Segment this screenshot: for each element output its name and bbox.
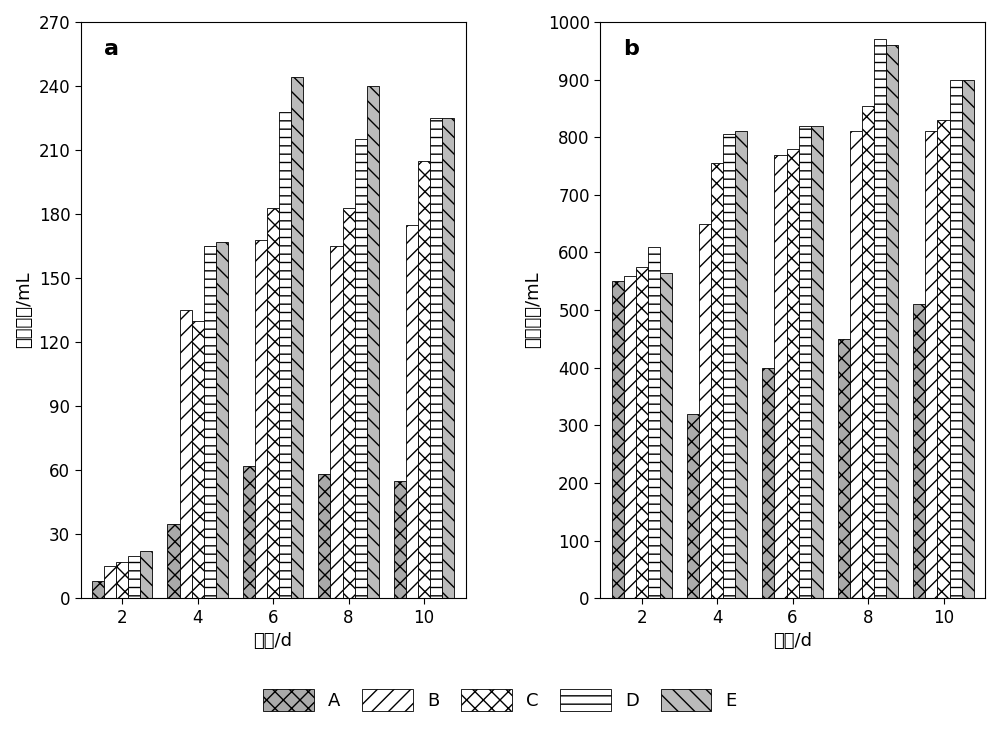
X-axis label: 时间/d: 时间/d [773, 632, 812, 650]
Bar [267, 208, 279, 598]
Bar [950, 80, 962, 598]
Bar [167, 523, 180, 598]
Bar [762, 368, 774, 598]
Bar [925, 132, 937, 598]
Bar [140, 551, 152, 598]
Bar [862, 105, 874, 598]
Bar [116, 562, 128, 598]
Bar [624, 276, 636, 598]
Bar [192, 321, 204, 598]
Bar [442, 118, 454, 598]
Bar [962, 80, 974, 598]
Bar [216, 242, 228, 598]
Bar [787, 149, 799, 598]
Bar [279, 112, 291, 598]
Bar [838, 339, 850, 598]
Bar [330, 246, 343, 598]
Bar [612, 281, 624, 598]
Bar [711, 163, 723, 598]
Bar [318, 474, 330, 598]
Bar [418, 161, 430, 598]
Legend: A, B, C, D, E: A, B, C, D, E [256, 682, 744, 719]
Bar [394, 481, 406, 598]
Bar [799, 126, 811, 598]
Bar [636, 267, 648, 598]
X-axis label: 时间/d: 时间/d [254, 632, 293, 650]
Bar [723, 135, 735, 598]
Bar [92, 581, 104, 598]
Bar [735, 132, 747, 598]
Bar [243, 466, 255, 598]
Y-axis label: 甲烷产量/mL: 甲烷产量/mL [15, 272, 33, 349]
Bar [811, 126, 823, 598]
Bar [874, 39, 886, 598]
Bar [850, 132, 862, 598]
Bar [180, 310, 192, 598]
Bar [937, 120, 950, 598]
Bar [699, 224, 711, 598]
Bar [255, 240, 267, 598]
Bar [886, 45, 898, 598]
Bar [913, 304, 925, 598]
Text: a: a [104, 39, 119, 59]
Bar [660, 273, 672, 598]
Bar [355, 140, 367, 598]
Bar [430, 118, 442, 598]
Bar [343, 208, 355, 598]
Bar [774, 154, 787, 598]
Bar [648, 247, 660, 598]
Bar [104, 567, 116, 598]
Text: b: b [623, 39, 639, 59]
Bar [204, 246, 216, 598]
Bar [367, 86, 379, 598]
Bar [687, 414, 699, 598]
Y-axis label: 汼气产量/mL: 汼气产量/mL [524, 272, 542, 349]
Bar [291, 77, 303, 598]
Bar [128, 556, 140, 598]
Bar [406, 224, 418, 598]
